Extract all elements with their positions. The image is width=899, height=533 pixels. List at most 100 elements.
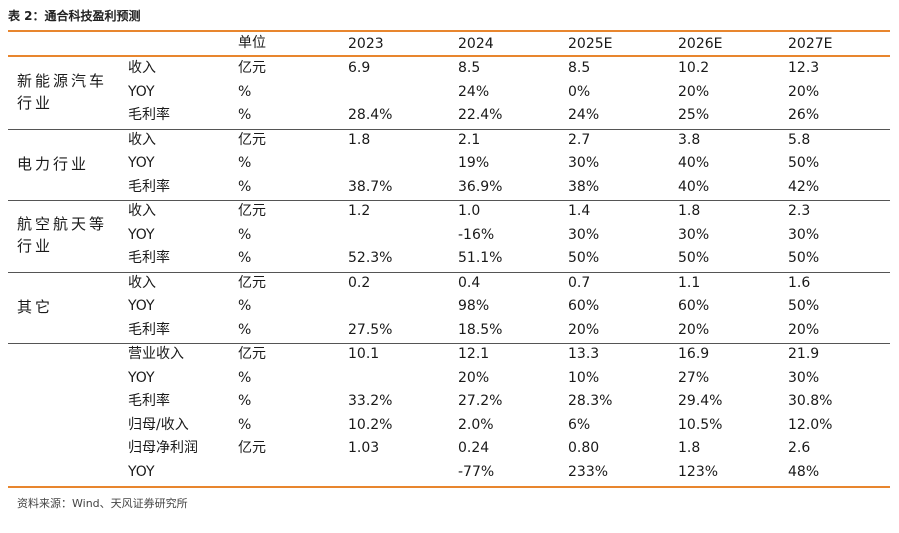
row-metric: 毛利率 (128, 107, 170, 123)
header-bottom-rule (8, 55, 890, 57)
row-value: 20% (678, 83, 710, 100)
row-value: 40% (678, 155, 710, 171)
header-year: 2023 (348, 36, 384, 52)
row-value: 0.80 (568, 440, 600, 456)
row-value: 1.4 (568, 203, 591, 219)
row-unit: % (238, 250, 252, 266)
row-value: 10.5% (678, 416, 723, 433)
row-value: 6.9 (348, 60, 371, 76)
row-value: 20% (788, 83, 820, 100)
table-bottom-rule (8, 486, 890, 488)
row-value: 1.03 (348, 440, 380, 456)
row-value: 60% (678, 298, 710, 314)
row-value: 98% (458, 298, 490, 314)
row-value: 24% (568, 107, 600, 123)
row-metric: 毛利率 (128, 250, 170, 266)
row-metric: 收入 (128, 131, 156, 148)
row-value: 10.2% (348, 416, 393, 433)
row-value: 6% (568, 416, 591, 433)
row-value: 28.4% (348, 107, 393, 123)
row-value: 38% (568, 178, 600, 195)
row-value: 2.6 (788, 440, 811, 456)
row-unit: 亿元 (238, 131, 266, 148)
row-value: 27.2% (458, 393, 503, 409)
row-metric: YOY (128, 155, 155, 171)
group-divider (8, 271, 890, 273)
group-divider (8, 128, 890, 130)
row-value: 8.5 (568, 60, 591, 76)
row-value: 20% (678, 321, 710, 338)
row-value: 12.3 (788, 60, 820, 76)
group-label: 电力行业 (17, 154, 90, 173)
row-value: 2.3 (788, 203, 811, 219)
row-metric: YOY (128, 298, 155, 314)
row-value: 22.4% (458, 107, 503, 123)
row-value: 1.2 (348, 203, 371, 219)
row-metric: 毛利率 (128, 321, 170, 338)
row-value: 50% (788, 250, 820, 266)
row-unit: 亿元 (238, 274, 266, 291)
header-year: 2027E (788, 36, 833, 52)
row-metric: 营业收入 (128, 346, 184, 362)
row-unit: % (238, 298, 252, 314)
row-value: 50% (678, 250, 710, 266)
row-value: 2.1 (458, 131, 481, 148)
row-value: 27% (678, 369, 710, 386)
row-metric: YOY (128, 369, 155, 386)
row-metric: YOY (128, 83, 155, 100)
row-value: 233% (568, 463, 609, 480)
row-value: 30% (568, 155, 600, 171)
row-value: 1.8 (678, 203, 701, 219)
row-value: 0% (568, 83, 591, 100)
row-value: 28.3% (568, 393, 613, 409)
header-year: 2024 (458, 36, 494, 52)
table-title: 表 2：通合科技盈利预测 (8, 9, 141, 23)
row-unit: % (238, 83, 252, 100)
row-value: 50% (788, 298, 820, 314)
row-value: 52.3% (348, 250, 393, 266)
row-value: 60% (568, 298, 600, 314)
row-value: 10.1 (348, 346, 380, 362)
row-metric: 收入 (128, 274, 156, 291)
row-value: 33.2% (348, 393, 393, 409)
row-metric: 收入 (128, 203, 156, 219)
row-value: 51.1% (458, 250, 503, 266)
row-value: 0.4 (458, 274, 481, 291)
row-metric: 毛利率 (128, 393, 170, 409)
row-value: 2.7 (568, 131, 591, 148)
row-value: 30% (678, 226, 710, 243)
row-value: 25% (678, 107, 710, 123)
row-value: 13.3 (568, 346, 600, 362)
row-value: -16% (458, 226, 495, 243)
row-value: 1.8 (348, 131, 371, 148)
row-unit: 亿元 (238, 440, 266, 456)
row-metric: 毛利率 (128, 178, 170, 195)
row-value: 20% (568, 321, 600, 338)
row-value: 3.8 (678, 131, 701, 148)
row-value: 48% (788, 463, 820, 480)
row-unit: % (238, 416, 252, 433)
row-unit: 亿元 (238, 346, 266, 362)
row-value: 2.0% (458, 416, 494, 433)
row-value: 0.2 (348, 274, 371, 291)
row-unit: % (238, 178, 252, 195)
row-value: -77% (458, 463, 495, 480)
row-value: 40% (678, 178, 710, 195)
row-metric: 收入 (128, 60, 156, 76)
row-value: 1.0 (458, 203, 481, 219)
source-note: 资料来源：Wind、天风证券研究所 (17, 497, 188, 510)
row-value: 38.7% (348, 178, 393, 195)
row-value: 30% (788, 369, 820, 386)
row-value: 21.9 (788, 346, 820, 362)
row-unit: % (238, 369, 252, 386)
row-value: 50% (568, 250, 600, 266)
header-top-rule (8, 30, 890, 32)
row-value: 24% (458, 83, 490, 100)
row-value: 123% (678, 463, 719, 480)
row-value: 36.9% (458, 178, 503, 195)
row-unit: % (238, 107, 252, 123)
row-value: 0.24 (458, 440, 490, 456)
row-value: 12.1 (458, 346, 490, 362)
header-year: 2025E (568, 36, 613, 52)
group-label: 新能源汽车行业 (17, 72, 108, 113)
